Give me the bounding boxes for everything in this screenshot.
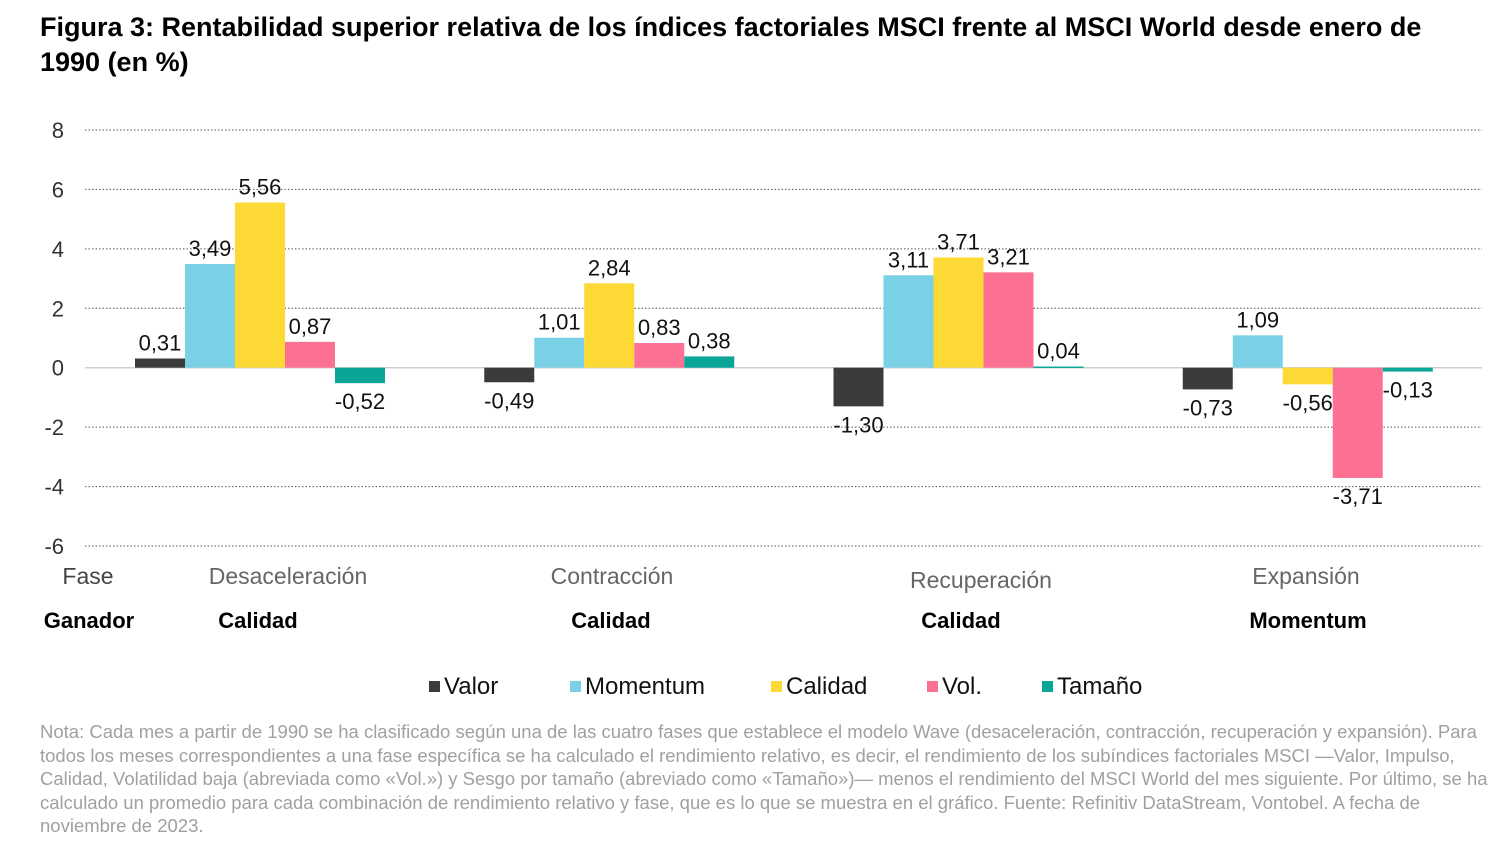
y-tick-label: 2 xyxy=(52,296,64,321)
winner-label: Momentum xyxy=(1249,608,1366,633)
data-label: 0,04 xyxy=(1037,339,1080,364)
data-label: 0,83 xyxy=(638,315,681,340)
legend-label: Valor xyxy=(444,673,498,700)
bar-tamao xyxy=(1033,366,1084,369)
bar-tamao xyxy=(1382,367,1433,372)
legend-swatch xyxy=(429,681,440,692)
bar-vol xyxy=(983,272,1034,368)
winner-label: Calidad xyxy=(218,608,297,633)
category-label: Contracción xyxy=(551,563,674,589)
legend-label: Tamaño xyxy=(1057,673,1142,700)
data-label: 0,31 xyxy=(139,331,182,356)
bar-tamao xyxy=(684,356,735,368)
bar-valor xyxy=(1182,367,1233,390)
data-label: -0,52 xyxy=(335,389,385,414)
y-tick-label: 4 xyxy=(52,237,64,262)
bar-calidad xyxy=(1282,367,1333,385)
data-label: 1,09 xyxy=(1236,307,1279,332)
phase-row-label: Fase xyxy=(62,563,113,589)
bar-calidad xyxy=(584,283,635,368)
bar-momentum xyxy=(883,275,934,368)
bar-momentum xyxy=(1232,335,1283,368)
category-label: Expansión xyxy=(1252,563,1359,589)
bar-momentum xyxy=(185,264,235,368)
bar-valor xyxy=(833,367,884,407)
category-label: Recuperación xyxy=(910,567,1052,593)
chart-title: Figura 3: Rentabilidad superior relativa… xyxy=(40,12,1422,77)
bar-tamao xyxy=(335,367,385,384)
data-label: 3,11 xyxy=(888,247,929,272)
y-tick-label: 0 xyxy=(52,356,64,381)
bar-chart: 8 6 4 2 0 -2 -4 -6 0,31 -0,49 -1,30 -0,73 3,49 1,01 3,… xyxy=(44,118,1482,700)
bar-calidad xyxy=(235,202,285,368)
y-tick-label: 8 xyxy=(52,118,64,143)
legend-label: Calidad xyxy=(786,673,867,700)
category-label: Desaceleración xyxy=(209,563,368,589)
y-tick-label: 6 xyxy=(52,177,64,202)
legend-swatch xyxy=(927,681,938,692)
data-label: 3,71 xyxy=(937,229,980,254)
y-tick-label: -4 xyxy=(44,475,64,500)
y-tick-label: -6 xyxy=(44,534,64,559)
data-label: -3,71 xyxy=(1333,484,1383,509)
winner-label: Calidad xyxy=(571,608,650,633)
data-label: -0,13 xyxy=(1383,378,1433,403)
data-label: 5,56 xyxy=(239,175,282,200)
winner-row-label: Ganador xyxy=(44,608,135,633)
data-label: -0,73 xyxy=(1183,395,1233,420)
data-label: 3,21 xyxy=(987,244,1030,269)
data-label: 0,87 xyxy=(289,314,332,339)
footnote: Nota: Cada mes a partir de 1990 se ha cl… xyxy=(40,721,1488,836)
data-label: 2,84 xyxy=(588,255,631,280)
bar-vol xyxy=(1332,367,1383,478)
data-label: 0,38 xyxy=(688,328,731,353)
legend-swatch xyxy=(570,681,581,692)
bar-vol xyxy=(285,341,335,368)
data-label: 3,49 xyxy=(189,236,232,261)
legend-swatch xyxy=(1042,681,1053,692)
legend-label: Momentum xyxy=(585,673,705,700)
legend-label: Vol. xyxy=(942,673,982,700)
winner-label: Calidad xyxy=(921,608,1000,633)
bar-valor xyxy=(484,367,535,383)
bar-vol xyxy=(634,343,685,368)
data-label: 1,01 xyxy=(538,310,581,335)
bar-valor xyxy=(135,358,185,368)
bar-momentum xyxy=(534,337,585,368)
bar-calidad xyxy=(933,257,984,368)
data-label: -1,30 xyxy=(833,412,883,437)
y-tick-label: -2 xyxy=(44,415,64,440)
data-label: -0,49 xyxy=(484,388,534,413)
legend-swatch xyxy=(771,681,782,692)
data-label: -0,56 xyxy=(1283,390,1333,415)
